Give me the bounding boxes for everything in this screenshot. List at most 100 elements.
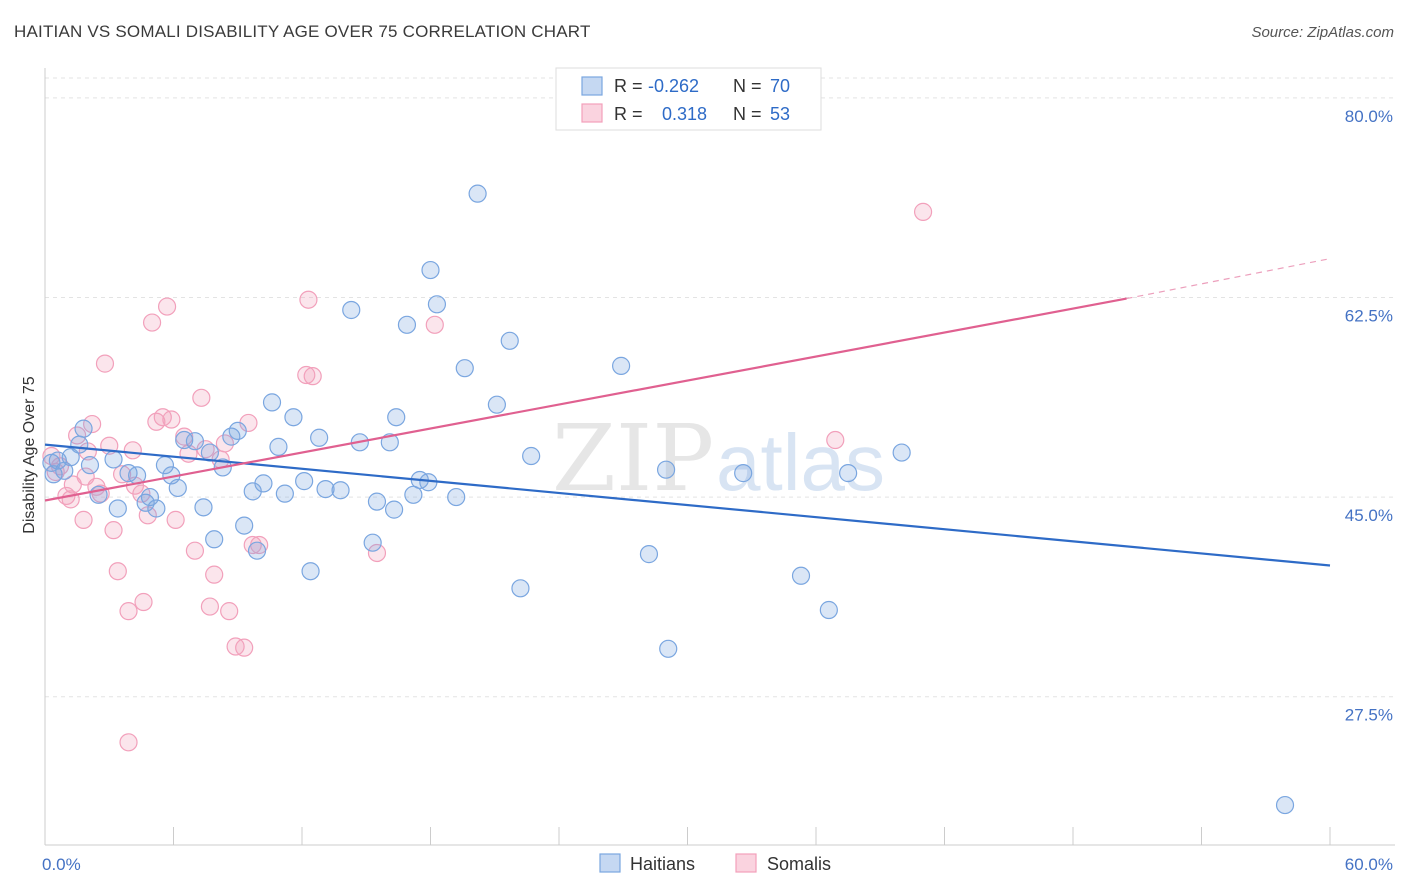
somalis-point bbox=[220, 602, 239, 621]
somalis-point bbox=[157, 297, 177, 316]
haitians-point bbox=[892, 443, 911, 462]
haitians-point bbox=[254, 474, 273, 493]
haitians-point bbox=[819, 600, 838, 620]
legend-somalis-swatch bbox=[581, 103, 603, 123]
haitians-point bbox=[104, 450, 123, 469]
haitians-point bbox=[839, 464, 858, 483]
legend-box: R = -0.262 N = 70 R = 0.318 N = 53 bbox=[555, 67, 822, 131]
haitians-point bbox=[74, 419, 93, 438]
somalis-point bbox=[200, 597, 220, 616]
haitians-point bbox=[140, 487, 160, 507]
haitians-point bbox=[734, 464, 753, 483]
haitians-point bbox=[639, 545, 659, 564]
somalis-point bbox=[235, 638, 254, 657]
somalis-point bbox=[205, 565, 224, 584]
somalis-point bbox=[123, 441, 142, 460]
source-label: Source: ZipAtlas.com bbox=[1251, 24, 1394, 41]
somalis-point bbox=[76, 467, 95, 486]
y-tick-labels: 80.0% 62.5% 45.0% 27.5% bbox=[1345, 107, 1393, 725]
somalis-point bbox=[61, 490, 80, 509]
haitians-point bbox=[61, 448, 80, 467]
legend-haitians-swatch bbox=[581, 76, 603, 96]
grid-lines bbox=[45, 77, 1395, 698]
haitians-point bbox=[44, 465, 63, 484]
haitians-point bbox=[367, 492, 387, 511]
y-tick-label: 27.5% bbox=[1345, 706, 1393, 725]
haitians-point bbox=[269, 437, 288, 456]
somalis-point bbox=[297, 365, 316, 385]
haitians-point bbox=[522, 446, 541, 466]
haitians-point bbox=[659, 639, 678, 658]
bottom-legend-somalis-swatch bbox=[735, 853, 757, 873]
haitians-point bbox=[384, 500, 404, 519]
haitians-point bbox=[228, 421, 247, 441]
watermark-atlas: atlas bbox=[716, 418, 885, 507]
y-tick-label: 45.0% bbox=[1345, 506, 1393, 525]
somalis-point bbox=[425, 315, 444, 334]
haitians-point bbox=[455, 359, 474, 378]
chart-title: HAITIAN VS SOMALI DISABILITY AGE OVER 75… bbox=[14, 22, 591, 41]
bottom-legend-haitians-label: Haitians bbox=[630, 854, 695, 874]
haitians-point bbox=[147, 499, 166, 518]
haitians-point bbox=[284, 408, 303, 427]
haitians-point bbox=[42, 453, 61, 472]
somalis-point bbox=[185, 541, 205, 560]
somalis-trend-line bbox=[44, 297, 1127, 502]
haitians-point bbox=[656, 460, 676, 479]
legend-haitians-n-label: N = bbox=[733, 76, 767, 96]
x-tick-label-max: 60.0% bbox=[1345, 855, 1393, 874]
haitians-point bbox=[275, 484, 294, 503]
somalis-point bbox=[367, 543, 387, 563]
haitians-point bbox=[316, 479, 335, 499]
haitians-point bbox=[80, 456, 100, 475]
legend-haitians-r-label: R = bbox=[614, 76, 648, 96]
somalis-point bbox=[108, 562, 127, 581]
haitians-point bbox=[310, 428, 329, 447]
somalis-point bbox=[134, 592, 153, 612]
haitians-point bbox=[612, 356, 631, 375]
bottom-legend: Haitians Somalis bbox=[599, 853, 831, 874]
haitians-point bbox=[185, 432, 205, 451]
haitians-point bbox=[70, 435, 89, 454]
somalis-point bbox=[83, 414, 102, 434]
somalis-point bbox=[303, 367, 322, 386]
somalis-point bbox=[299, 290, 318, 309]
data-points bbox=[42, 184, 1295, 815]
haitians-point bbox=[1275, 795, 1295, 815]
somalis-point bbox=[104, 521, 123, 540]
haitians-point bbox=[427, 295, 447, 314]
legend-haitians-n-value: 70 bbox=[770, 76, 790, 96]
bottom-legend-somalis-label: Somalis bbox=[767, 854, 831, 874]
haitians-point bbox=[791, 566, 811, 585]
somalis-point bbox=[74, 510, 93, 529]
legend-somalis-r-label: R = bbox=[614, 104, 648, 124]
bottom-legend-haitians-swatch bbox=[599, 853, 621, 873]
trend-lines bbox=[44, 258, 1331, 567]
somalis-point bbox=[166, 510, 185, 529]
y-tick-label: 80.0% bbox=[1345, 107, 1393, 126]
haitians-point bbox=[487, 395, 506, 414]
haitians-point bbox=[363, 533, 382, 552]
somalis-trend-extension bbox=[1126, 258, 1331, 300]
somalis-point bbox=[192, 388, 211, 407]
somalis-point bbox=[215, 434, 234, 453]
haitians-point bbox=[397, 315, 417, 334]
x-tick-labels: 0.0% 60.0% bbox=[42, 855, 1393, 874]
somalis-point bbox=[119, 733, 138, 752]
haitians-point bbox=[194, 498, 213, 517]
haitians-point bbox=[380, 433, 399, 452]
haitians-point bbox=[342, 300, 361, 320]
y-tick-label: 62.5% bbox=[1345, 306, 1393, 325]
legend-haitians-r-value: -0.262 bbox=[648, 76, 699, 96]
haitians-point bbox=[108, 499, 127, 518]
haitians-point bbox=[468, 184, 487, 203]
legend-somalis-n-value: 53 bbox=[770, 104, 790, 124]
haitians-point bbox=[331, 481, 350, 500]
haitians-trend-line bbox=[44, 443, 1331, 567]
somalis-point bbox=[142, 313, 162, 332]
somalis-point bbox=[112, 465, 132, 484]
haitians-point bbox=[295, 472, 314, 491]
somalis-point bbox=[913, 202, 933, 221]
haitians-point bbox=[262, 393, 282, 412]
